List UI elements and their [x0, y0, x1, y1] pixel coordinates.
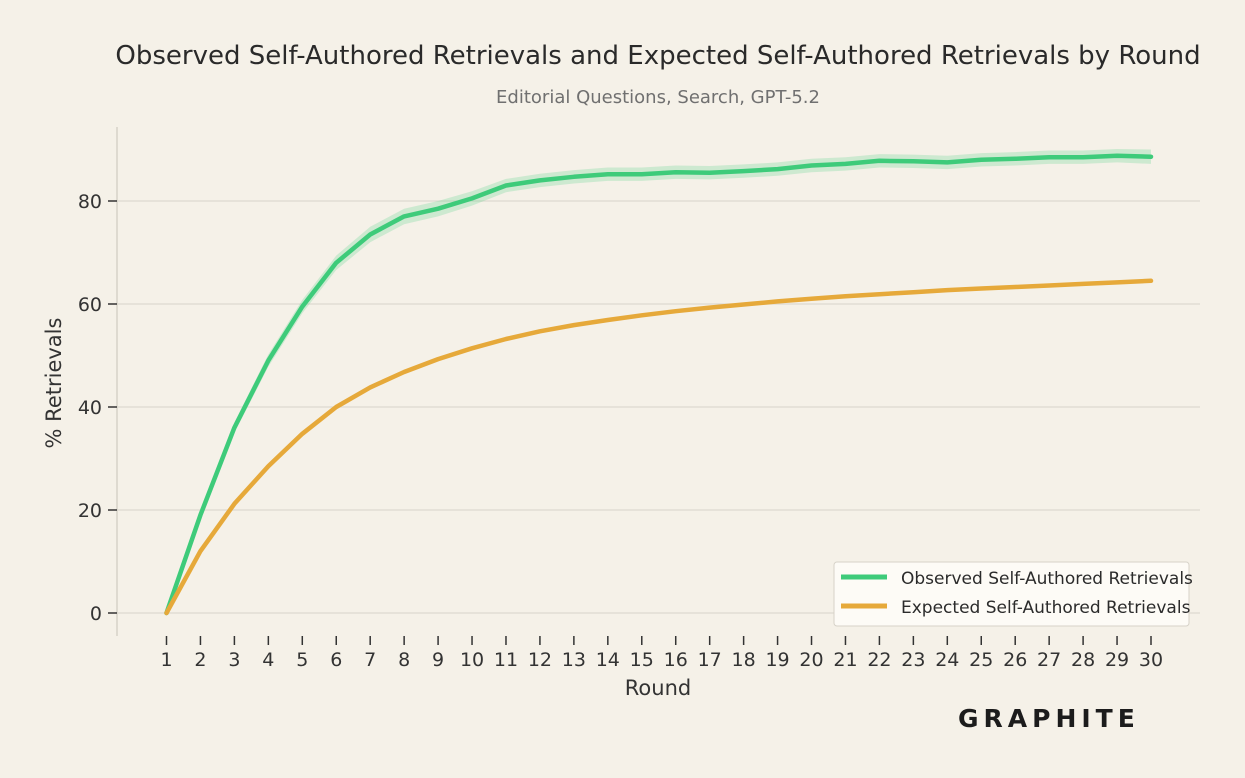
- x-tick-label: 18: [732, 649, 756, 671]
- x-tick-label: 24: [935, 649, 959, 671]
- series-line-observed: [164, 153, 1154, 616]
- y-tick-label: 20: [78, 500, 102, 522]
- x-tick-label: 19: [765, 649, 789, 671]
- x-tick-label: 26: [1003, 649, 1027, 671]
- x-tick-label: 30: [1139, 649, 1163, 671]
- x-tick-label: 14: [596, 649, 620, 671]
- legend-label-expected: Expected Self-Authored Retrievals: [901, 598, 1191, 618]
- x-tick-label: 25: [969, 649, 993, 671]
- y-tick-label: 80: [78, 191, 102, 213]
- x-tick-label: 17: [698, 649, 722, 671]
- x-tick-label: 22: [867, 649, 891, 671]
- x-tick-label: 12: [528, 649, 552, 671]
- x-axis-label: Round: [625, 676, 691, 700]
- x-tick-label: 9: [432, 649, 444, 671]
- y-tick-label: 0: [90, 603, 102, 625]
- legend-box: [833, 561, 1190, 627]
- y-axis-label: % Retrievals: [42, 318, 66, 449]
- confidence-bands: [166, 149, 1151, 613]
- x-tick-label: 8: [398, 649, 410, 671]
- x-tick-label: 20: [799, 649, 823, 671]
- x-tick-label: 16: [664, 649, 688, 671]
- x-tick-label: 15: [630, 649, 654, 671]
- x-tick-label: 2: [194, 649, 206, 671]
- x-tick-label: 21: [833, 649, 857, 671]
- chart-subtitle: Editorial Questions, Search, GPT-5.2: [496, 87, 820, 108]
- x-tick-label: 23: [901, 649, 925, 671]
- series-line-expected: [164, 278, 1154, 616]
- x-tick-label: 28: [1071, 649, 1095, 671]
- x-tick-label: 6: [330, 649, 342, 671]
- legend-label-observed: Observed Self-Authored Retrievals: [901, 569, 1193, 589]
- x-tick-label: 13: [562, 649, 586, 671]
- x-tick-label: 4: [262, 649, 274, 671]
- legend: Observed Self-Authored Retrievals Expect…: [833, 561, 1193, 627]
- x-tick-label: 7: [364, 649, 376, 671]
- series-lines: [164, 153, 1154, 616]
- x-axis-ticks: 1 2 3 4 5 6 7 8 9 10 11 12 13 14 15 16 17 18 19 20 21 22 23 24 2…: [160, 636, 1163, 671]
- x-tick-label: 29: [1105, 649, 1129, 671]
- x-tick-label: 5: [296, 649, 308, 671]
- grid-lines: [117, 200, 1200, 614]
- confidence-band-observed: [166, 149, 1151, 613]
- x-tick-label: 1: [160, 649, 172, 671]
- x-tick-label: 27: [1037, 649, 1061, 671]
- y-tick-label: 40: [78, 397, 102, 419]
- x-tick-label: 3: [228, 649, 240, 671]
- y-axis-ticks: 0 20 40 60 80: [78, 191, 117, 625]
- graphite-logo: GRAPHITE: [958, 704, 1140, 733]
- chart-title: Observed Self-Authored Retrievals and Ex…: [115, 41, 1200, 71]
- y-tick-label: 60: [78, 294, 102, 316]
- x-tick-label: 10: [460, 649, 484, 671]
- x-tick-label: 11: [494, 649, 518, 671]
